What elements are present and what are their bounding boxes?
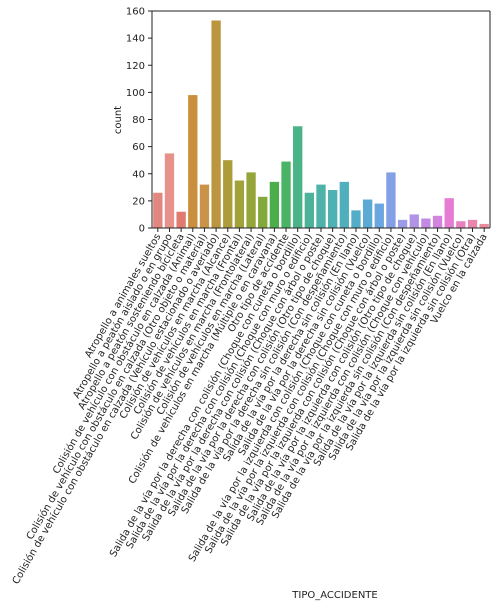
y-tick-label: 100 [126, 88, 145, 99]
bar [479, 223, 489, 228]
y-axis-label: count [113, 106, 124, 134]
bar [188, 95, 198, 229]
bar [304, 192, 315, 228]
y-tick-label: 40 [132, 169, 145, 180]
bar [258, 196, 268, 228]
y-tick-label: 20 [132, 196, 145, 207]
bar [199, 184, 210, 228]
y-tick-label: 60 [132, 142, 145, 153]
bar [339, 181, 349, 228]
bar [432, 215, 443, 228]
bar [327, 190, 338, 228]
bar [234, 180, 245, 228]
bar [176, 211, 186, 228]
bar [164, 153, 175, 228]
bar [211, 20, 221, 229]
bar [316, 184, 326, 228]
y-tick-label: 140 [126, 34, 145, 45]
bar [223, 160, 233, 228]
y-tick-label: 0 [139, 224, 145, 235]
bar [456, 221, 466, 228]
y-tick-label: 80 [132, 115, 145, 126]
bar [444, 198, 454, 228]
bar [397, 219, 408, 228]
bar [153, 192, 163, 228]
bar [421, 218, 431, 228]
bar [386, 172, 396, 228]
bar [293, 126, 303, 228]
bar [362, 199, 373, 228]
bar [269, 181, 280, 228]
bar [246, 172, 256, 228]
bar [467, 219, 478, 228]
x-tick-label: Colisión de vehículo con obstáculo en ca… [10, 231, 222, 586]
x-axis-label: TIPO_ACCIDENTE [291, 590, 377, 601]
y-tick-label: 120 [126, 61, 145, 72]
bar [409, 214, 419, 228]
bar [351, 210, 361, 228]
y-tick-label: 160 [126, 7, 145, 18]
bar [374, 203, 384, 228]
bar [281, 161, 291, 228]
